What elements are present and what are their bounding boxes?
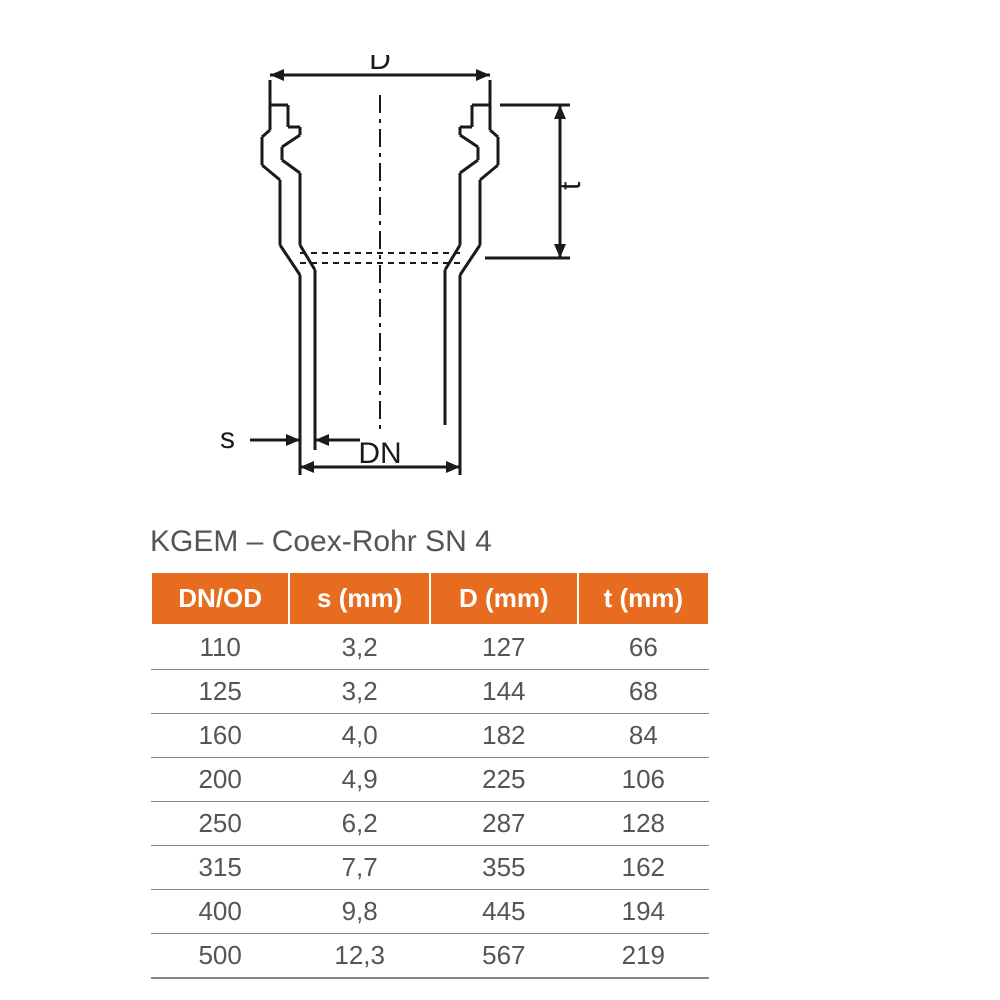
table-cell: 400	[151, 890, 289, 934]
table-row: 2004,9225106	[151, 758, 709, 802]
dim-label-dn: DN	[358, 437, 401, 470]
table-cell: 315	[151, 846, 289, 890]
table-cell: 250	[151, 802, 289, 846]
spec-table: DN/OD s (mm) D (mm) t (mm) 1103,21276612…	[150, 571, 710, 979]
col-header: s (mm)	[289, 572, 430, 625]
table-cell: 182	[430, 714, 578, 758]
table-cell: 125	[151, 670, 289, 714]
table-row: 1604,018284	[151, 714, 709, 758]
table-cell: 127	[430, 625, 578, 670]
table-cell: 287	[430, 802, 578, 846]
table-cell: 84	[578, 714, 709, 758]
table-cell: 106	[578, 758, 709, 802]
table-cell: 445	[430, 890, 578, 934]
pipe-diagram: D t s DN	[200, 55, 650, 485]
table-cell: 110	[151, 625, 289, 670]
table-row: 1103,212766	[151, 625, 709, 670]
dim-label-t: t	[554, 181, 587, 190]
table-row: 3157,7355162	[151, 846, 709, 890]
table-cell: 160	[151, 714, 289, 758]
table-cell: 219	[578, 934, 709, 979]
col-header: D (mm)	[430, 572, 578, 625]
table-cell: 200	[151, 758, 289, 802]
table-cell: 9,8	[289, 890, 430, 934]
table-cell: 68	[578, 670, 709, 714]
table-row: 50012,3567219	[151, 934, 709, 979]
table-cell: 194	[578, 890, 709, 934]
table-cell: 144	[430, 670, 578, 714]
col-header: DN/OD	[151, 572, 289, 625]
table-cell: 66	[578, 625, 709, 670]
table-header-row: DN/OD s (mm) D (mm) t (mm)	[151, 572, 709, 625]
table-cell: 3,2	[289, 670, 430, 714]
table-row: 1253,214468	[151, 670, 709, 714]
table-cell: 128	[578, 802, 709, 846]
table-row: 4009,8445194	[151, 890, 709, 934]
table-cell: 4,9	[289, 758, 430, 802]
table-cell: 4,0	[289, 714, 430, 758]
col-header: t (mm)	[578, 572, 709, 625]
table-cell: 162	[578, 846, 709, 890]
table-cell: 12,3	[289, 934, 430, 979]
table-cell: 500	[151, 934, 289, 979]
spec-table-area: KGEM – Coex-Rohr SN 4 DN/OD s (mm) D (mm…	[150, 525, 850, 979]
table-cell: 355	[430, 846, 578, 890]
dim-label-s: s	[220, 422, 235, 455]
table-row: 2506,2287128	[151, 802, 709, 846]
table-title: KGEM – Coex-Rohr SN 4	[150, 525, 850, 559]
table-cell: 225	[430, 758, 578, 802]
table-cell: 7,7	[289, 846, 430, 890]
dim-label-d: D	[369, 55, 391, 76]
table-cell: 3,2	[289, 625, 430, 670]
table-cell: 567	[430, 934, 578, 979]
table-cell: 6,2	[289, 802, 430, 846]
